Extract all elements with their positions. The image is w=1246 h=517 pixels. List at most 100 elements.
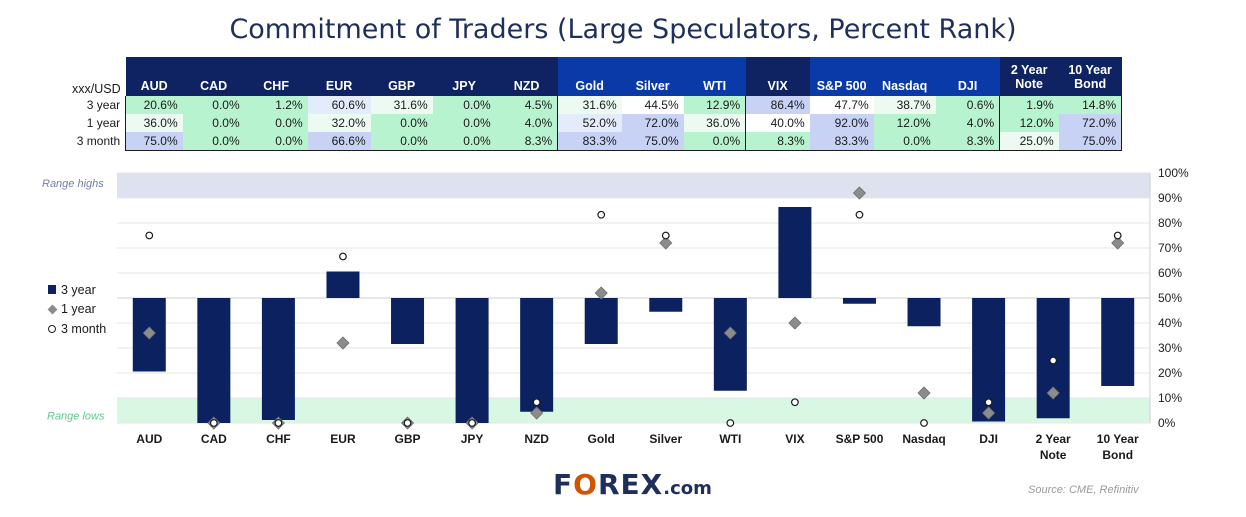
table-cell: 60.6%: [307, 96, 371, 114]
column-header: NZD: [495, 57, 558, 96]
circle-3-month: [468, 419, 476, 427]
legend-diamond-icon: [46, 302, 58, 316]
legend-item-3-month: 3 month: [46, 319, 106, 339]
table-row: 1 year 36.0% 0.0% 0.0% 32.0% 0.0% 0.0% 4.0% 52.0…: [67, 114, 1123, 132]
column-header-line: DJI: [957, 79, 978, 93]
x-category-label: JPY: [461, 432, 484, 446]
column-header: VIX: [745, 57, 810, 96]
table-cell: 20.6%: [125, 96, 183, 114]
bar-3-year: [326, 271, 360, 298]
range-highs-label: Range highs: [42, 178, 104, 190]
column-header-line: NZD: [513, 79, 540, 93]
table-cell: 8.3%: [935, 132, 1001, 151]
circle-3-month: [1049, 356, 1058, 365]
x-category-label: Note: [1040, 448, 1067, 462]
bar-3-year: [842, 298, 876, 304]
y-tick-label: 10%: [1158, 391, 1182, 405]
legend-label-1-year: 1 year: [61, 302, 96, 317]
column-header: 10 Year Bond: [1058, 57, 1122, 96]
row-label: 3 month: [76, 134, 121, 149]
diamond-1-year: [982, 406, 996, 420]
y-tick-label: 90%: [1158, 191, 1182, 205]
column-header-line: Gold: [575, 79, 604, 93]
table-cell: 0.0%: [432, 114, 496, 132]
bar-3-year: [778, 207, 812, 298]
x-category-label: AUD: [136, 432, 162, 446]
column-header: CHF: [244, 57, 308, 96]
circle-3-month: [145, 231, 154, 240]
legend-label-3-year: 3 year: [61, 282, 96, 297]
circle-3-month: [597, 210, 606, 219]
column-header: CAD: [182, 57, 245, 96]
column-header: GBP: [370, 57, 433, 96]
table-cell: 0.0%: [683, 132, 747, 151]
x-category-label: Silver: [649, 432, 682, 446]
y-tick-label: 100%: [1158, 166, 1189, 180]
column-header: EUR: [307, 57, 371, 96]
diamond-1-year: [852, 186, 867, 200]
diamond-1-year: [1046, 386, 1060, 400]
x-category-label: S&P 500: [836, 432, 884, 446]
table-cell: 66.6%: [307, 132, 371, 151]
column-header-line: GBP: [388, 79, 416, 93]
bar-3-year: [713, 298, 747, 391]
diamond-1-year: [659, 236, 673, 250]
circle-3-month: [726, 419, 735, 427]
table-cell: 36.0%: [683, 114, 747, 132]
x-category-label: VIX: [785, 432, 804, 446]
x-category-label: WTI: [719, 432, 741, 446]
diamond-1-year: [723, 326, 737, 340]
table-cell: 38.7%: [873, 96, 936, 114]
table-cell: 0.0%: [244, 132, 308, 151]
column-header: DJI: [935, 57, 1000, 96]
table-cell: 0.0%: [244, 114, 308, 132]
table-cell: 12.0%: [873, 114, 936, 132]
circle-3-month: [339, 252, 347, 261]
table-cell: 1.9%: [999, 96, 1059, 114]
legend: 3 year 1 year 3 month: [46, 280, 106, 339]
table-cell: 1.2%: [244, 96, 308, 114]
diamond-1-year: [917, 386, 931, 400]
y-tick-label: 80%: [1158, 216, 1182, 230]
x-category-label: Bond: [1102, 448, 1133, 462]
circle-3-month: [984, 398, 993, 407]
forex-logo: FOREX.com: [553, 468, 712, 501]
y-tick-label: 50%: [1158, 291, 1182, 305]
table-row: 3 month 75.0% 0.0% 0.0% 66.6% 0.0% 0.0% 8.3% 83.…: [67, 132, 1123, 151]
table-cell: 86.4%: [745, 96, 810, 114]
column-header-line: 10 Year: [1068, 62, 1112, 77]
table-cell: 75.0%: [621, 132, 684, 151]
bar-3-year: [584, 298, 618, 344]
range-lows-label: Range lows: [47, 411, 105, 423]
legend-bar-swatch: [46, 283, 58, 297]
table-cell: 44.5%: [621, 96, 684, 114]
column-header-line: JPY: [452, 79, 476, 93]
table-cell: 0.0%: [873, 132, 936, 151]
table-cell: 8.3%: [495, 132, 559, 151]
table-cell: 52.0%: [557, 114, 622, 132]
x-category-label: Gold: [588, 432, 615, 446]
column-header: 2 Year Note: [999, 57, 1059, 96]
table-cell: 8.3%: [745, 132, 810, 151]
x-category-label: 10 Year: [1097, 432, 1139, 446]
table-cell: 83.3%: [557, 132, 622, 151]
x-category-label: GBP: [395, 432, 421, 446]
y-tick-label: 60%: [1158, 266, 1182, 280]
column-header-line: EUR: [325, 79, 353, 93]
table-cell: 0.0%: [182, 132, 245, 151]
table-cell: 75.0%: [125, 132, 183, 151]
y-tick-label: 40%: [1158, 316, 1182, 330]
circle-3-month: [855, 210, 864, 219]
table-cell: 83.3%: [809, 132, 874, 151]
circle-3-month: [403, 419, 412, 427]
table-cell: 0.0%: [432, 96, 496, 114]
table-cell: 31.6%: [557, 96, 622, 114]
diamond-1-year: [336, 336, 350, 350]
table-cell: 12.9%: [683, 96, 747, 114]
chart-title: Commitment of Traders (Large Speculators…: [229, 14, 1017, 45]
column-header-line: VIX: [767, 79, 788, 93]
y-tick-label: 20%: [1158, 366, 1182, 380]
circle-3-month: [209, 419, 218, 427]
circle-3-month: [791, 398, 799, 407]
x-category-label: EUR: [330, 432, 356, 446]
